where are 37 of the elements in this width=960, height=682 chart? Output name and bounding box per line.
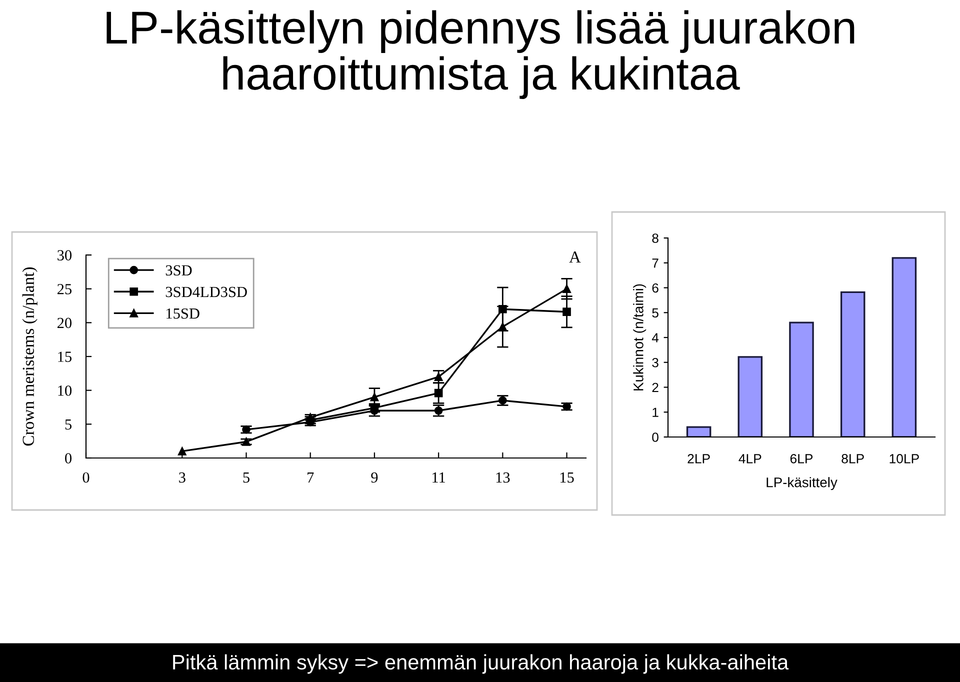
y-tick-label: 7 [652,258,658,268]
x-tick-label: 11 [432,472,445,482]
y-tick-label: 0 [652,432,658,442]
y-axis-title: Kukinnot (n/taimi) [633,284,646,390]
y-tick-label: 25 [58,284,72,294]
x-tick-label: 4LP [738,454,762,464]
y-tick-label: 30 [58,250,72,260]
x-axis-title: LP-käsittely [766,477,838,490]
x-tick-label: 13 [496,472,510,483]
y-tick-label: 10 [58,385,72,396]
y-tick-label: 5 [652,308,658,318]
x-tick-label: 0 [82,472,90,483]
y-tick-label: 6 [652,283,658,293]
x-tick-label: 9 [371,472,378,483]
y-tick-label: 3 [652,358,658,368]
y-axis-title: Crown meristems (n/plant) [22,267,38,446]
y-tick-label: 4 [652,333,659,342]
legend-label: 3SD4LD3SD [166,286,247,298]
legend-label: 3SD [166,265,192,276]
legend-label: 15SD [166,308,200,319]
x-tick-label: 3 [179,472,186,483]
x-tick-label: 6LP [790,454,813,464]
y-tick-label: 2 [652,382,658,392]
x-tick-label: 2LP [688,454,710,464]
x-tick-label: 10LP [890,454,919,464]
chart-title: LP-käsittelyn pidennys lisää juurakon haaroittumista ja kukintaa [106,10,854,99]
x-tick-label: 7 [308,472,314,482]
x-tick-label: 8LP [842,454,864,464]
x-tick-label: 15 [560,472,574,483]
text: Pitkä lämmin syksy => enemmän juurakon haaroja ja kukka-aiheita [173,654,789,674]
y-tick-label: 15 [58,352,72,362]
y-tick-label: 5 [65,419,72,430]
y-tick-label: 8 [652,234,658,243]
y-tick-label: 1 [652,408,658,417]
annotation: A [569,252,581,263]
y-tick-label: 20 [58,318,72,328]
x-tick-label: 5 [243,472,250,483]
